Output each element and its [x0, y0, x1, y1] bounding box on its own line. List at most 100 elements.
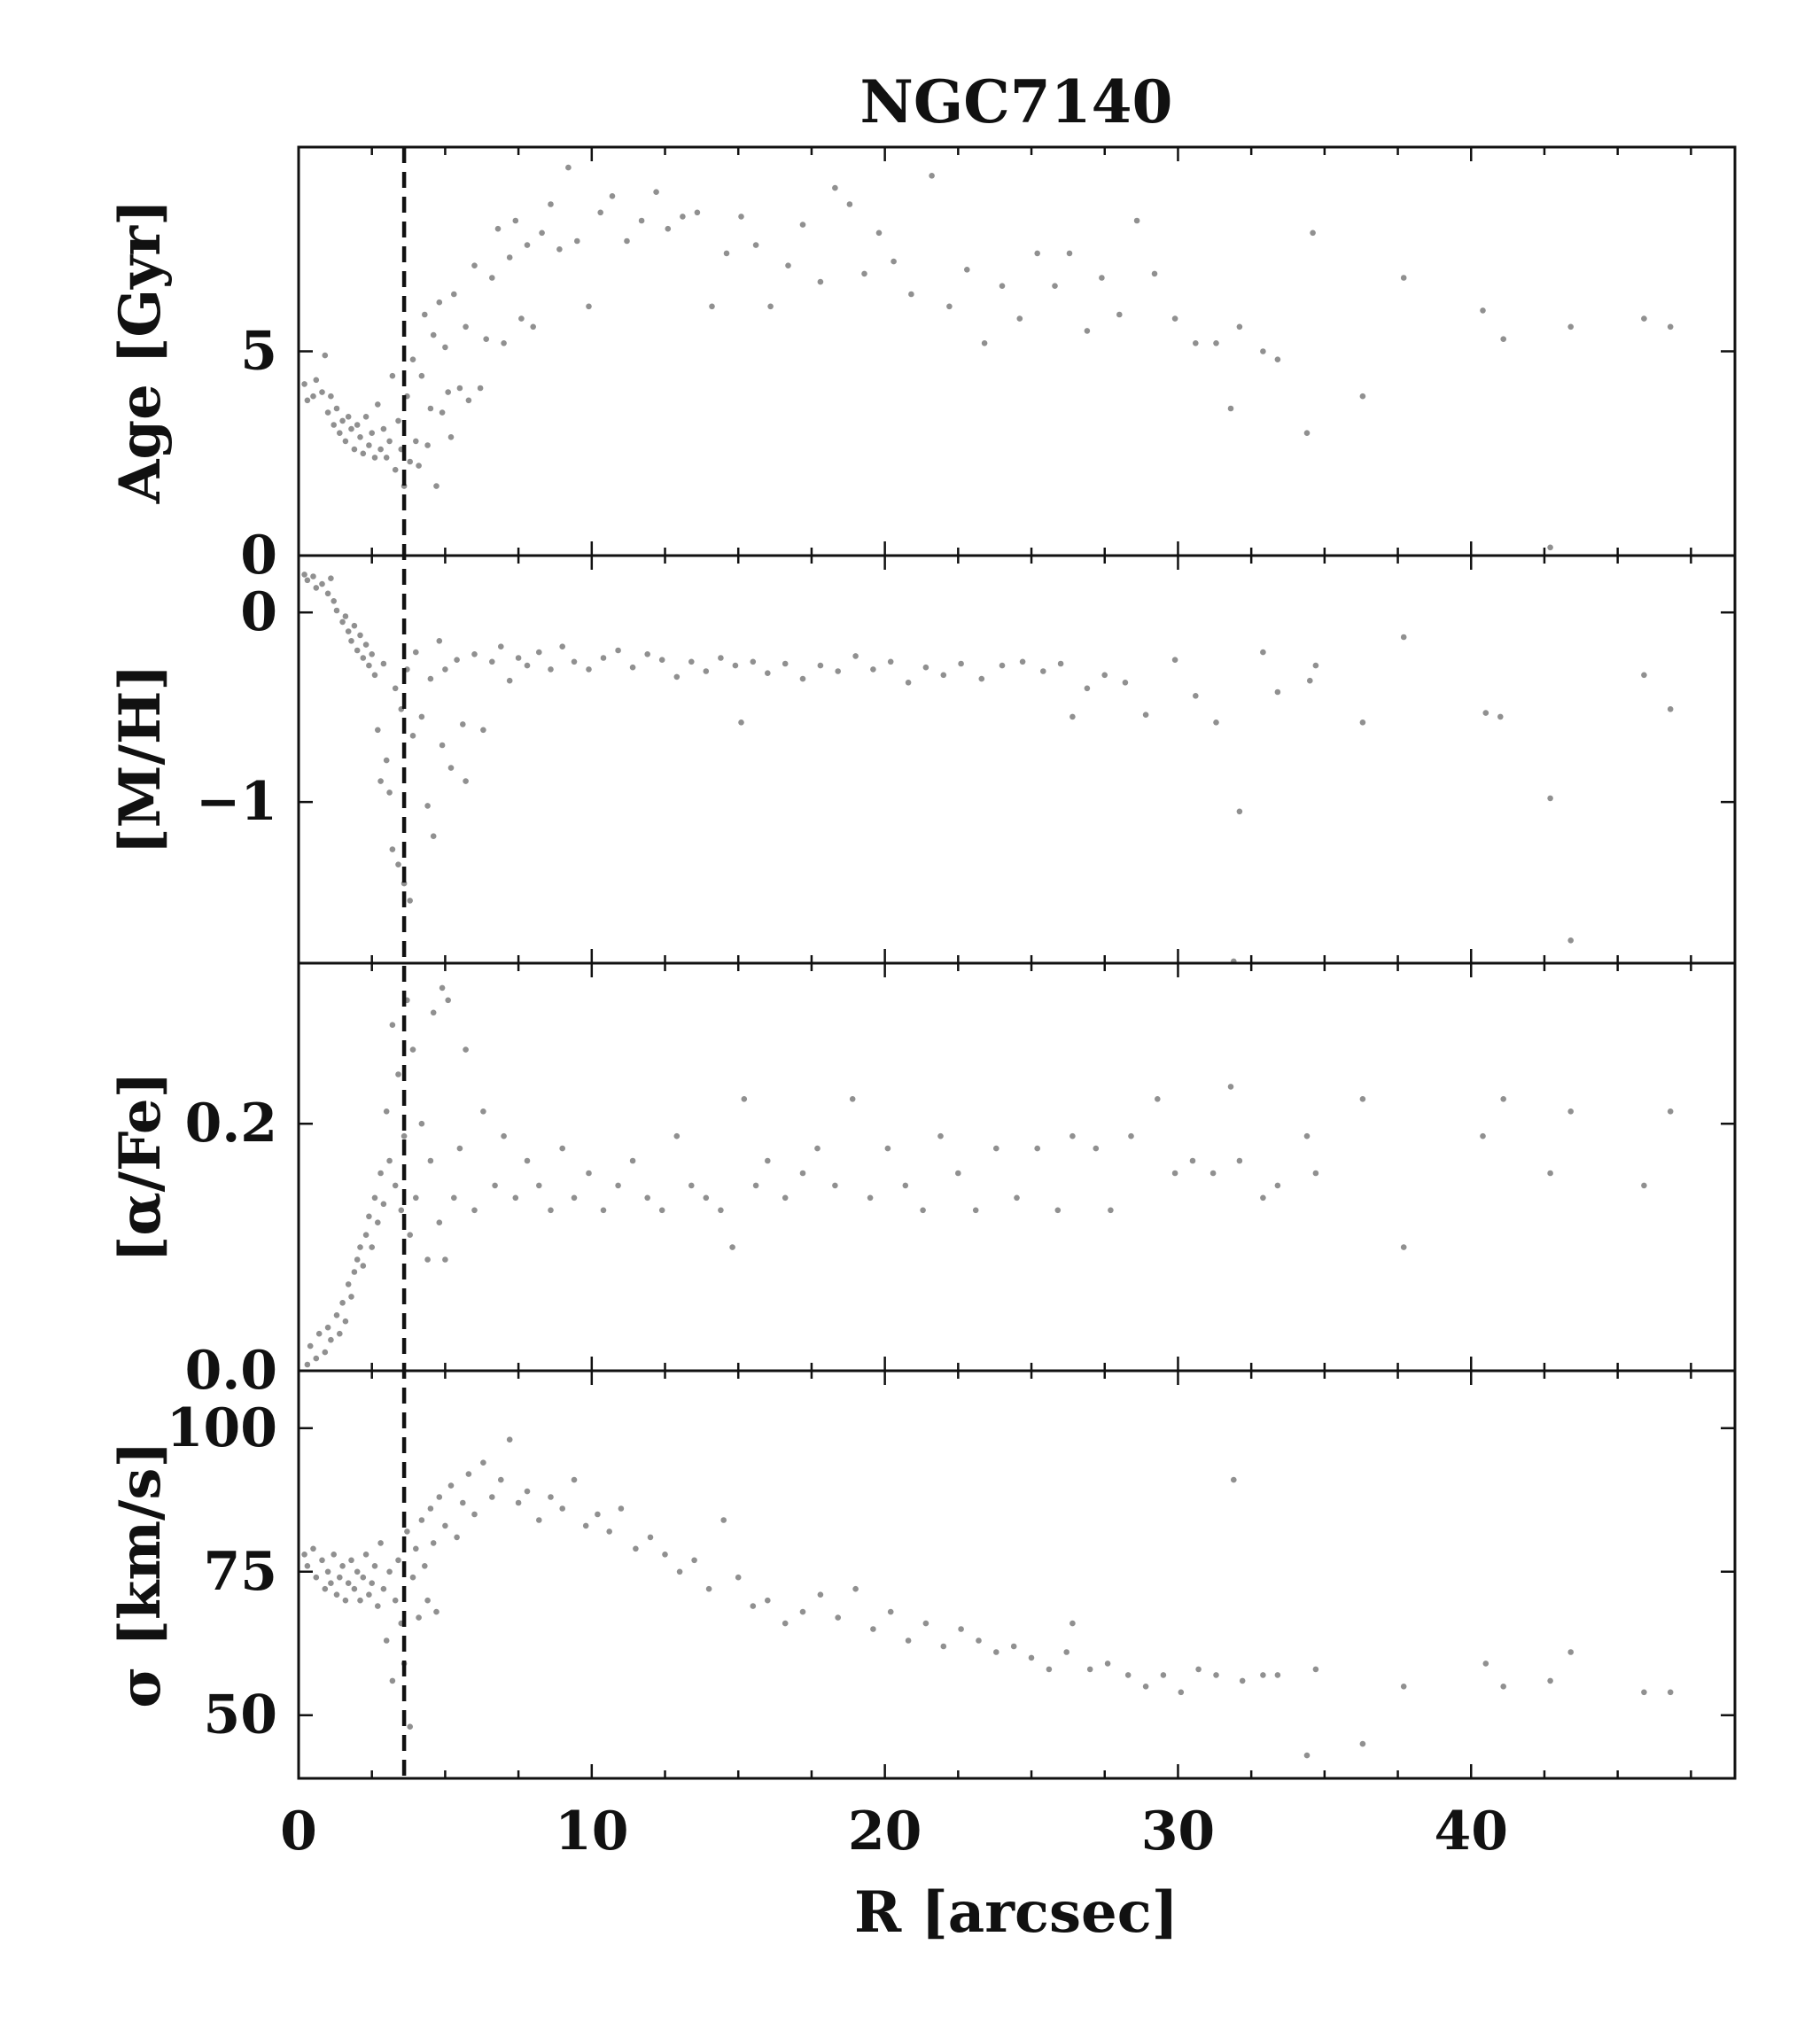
- data-point: [647, 1534, 654, 1541]
- data-point: [1641, 672, 1647, 679]
- data-point: [673, 673, 681, 681]
- data-point: [313, 1355, 320, 1362]
- data-point: [1274, 688, 1281, 696]
- data-point: [409, 356, 416, 363]
- data-point: [703, 1194, 710, 1202]
- data-point: [339, 618, 346, 626]
- data-point: [357, 632, 363, 639]
- data-point: [366, 1591, 372, 1598]
- data-point: [1260, 348, 1266, 354]
- data-point: [750, 658, 757, 665]
- data-point: [571, 658, 578, 665]
- data-point: [1122, 680, 1129, 686]
- data-point: [817, 1591, 824, 1598]
- data-point: [436, 1219, 443, 1225]
- data-point: [395, 1071, 401, 1077]
- data-point: [463, 1046, 469, 1053]
- data-point: [515, 655, 522, 661]
- data-point: [362, 1552, 369, 1558]
- data-point: [1195, 1666, 1202, 1673]
- data-point: [301, 572, 307, 578]
- data-point: [1014, 1194, 1020, 1202]
- data-point: [1142, 712, 1149, 718]
- data-point: [559, 643, 565, 649]
- data-point: [424, 803, 431, 809]
- data-point: [439, 984, 446, 992]
- data-point: [380, 660, 387, 667]
- data-point: [559, 1145, 565, 1152]
- data-point: [354, 647, 361, 654]
- data-point: [395, 861, 401, 867]
- data-point: [424, 1256, 431, 1263]
- data-point: [301, 381, 307, 387]
- data-point: [362, 1232, 369, 1238]
- data-point: [375, 1603, 381, 1609]
- data-point: [799, 1170, 806, 1177]
- data-point: [407, 1723, 414, 1730]
- data-point: [709, 303, 715, 310]
- data-point: [427, 1157, 434, 1164]
- panel-frame: [297, 145, 1737, 557]
- data-point: [1400, 634, 1407, 641]
- data-point: [465, 397, 472, 404]
- data-point: [1274, 356, 1281, 363]
- data-point: [1057, 660, 1064, 667]
- data-point: [401, 1132, 408, 1139]
- data-point: [315, 1330, 323, 1337]
- data-point: [1086, 1666, 1093, 1673]
- data-point: [861, 270, 867, 277]
- data-point: [633, 1545, 639, 1552]
- data-point: [418, 1120, 425, 1127]
- y-tick-label: 100: [167, 1397, 277, 1459]
- data-point: [339, 1563, 346, 1569]
- chart-title: NGC7140: [860, 67, 1173, 136]
- data-point: [586, 1170, 592, 1177]
- data-point: [691, 1557, 697, 1564]
- data-point: [436, 1494, 443, 1500]
- data-point: [342, 613, 349, 619]
- data-point: [595, 1511, 601, 1518]
- data-point: [1034, 1145, 1040, 1152]
- data-point: [430, 331, 437, 338]
- data-point: [477, 385, 484, 392]
- data-point: [442, 1256, 448, 1263]
- data-point: [718, 1207, 724, 1214]
- data-point: [304, 577, 311, 584]
- data-point: [782, 660, 789, 667]
- data-point: [658, 1207, 665, 1214]
- data-point: [360, 1574, 367, 1581]
- data-point: [940, 672, 947, 679]
- data-point: [489, 1494, 495, 1500]
- data-point: [304, 397, 311, 404]
- data-point: [600, 655, 607, 661]
- data-point: [366, 442, 372, 448]
- data-point: [333, 1312, 340, 1318]
- data-point: [436, 299, 443, 306]
- data-point: [680, 214, 686, 220]
- data-point: [741, 1096, 748, 1102]
- data-point: [304, 1361, 311, 1368]
- data-point: [629, 664, 636, 671]
- data-point: [1400, 275, 1407, 281]
- data-point: [324, 1324, 331, 1331]
- data-point: [342, 438, 349, 445]
- data-point: [524, 662, 531, 669]
- data-point: [884, 1145, 891, 1152]
- data-point: [782, 1620, 789, 1627]
- data-point: [1547, 1677, 1553, 1684]
- data-point: [559, 1505, 565, 1512]
- data-point: [333, 607, 340, 614]
- data-point: [752, 1182, 759, 1189]
- data-point: [524, 242, 531, 248]
- data-point: [536, 649, 542, 656]
- data-point: [404, 1528, 410, 1535]
- data-point: [456, 385, 463, 392]
- data-point: [1500, 336, 1506, 343]
- data-point: [447, 434, 455, 440]
- data-point: [337, 430, 343, 437]
- x-axis-label: R [arcsec]: [854, 1879, 1178, 1946]
- data-point: [310, 393, 316, 400]
- data-point: [1500, 1684, 1506, 1690]
